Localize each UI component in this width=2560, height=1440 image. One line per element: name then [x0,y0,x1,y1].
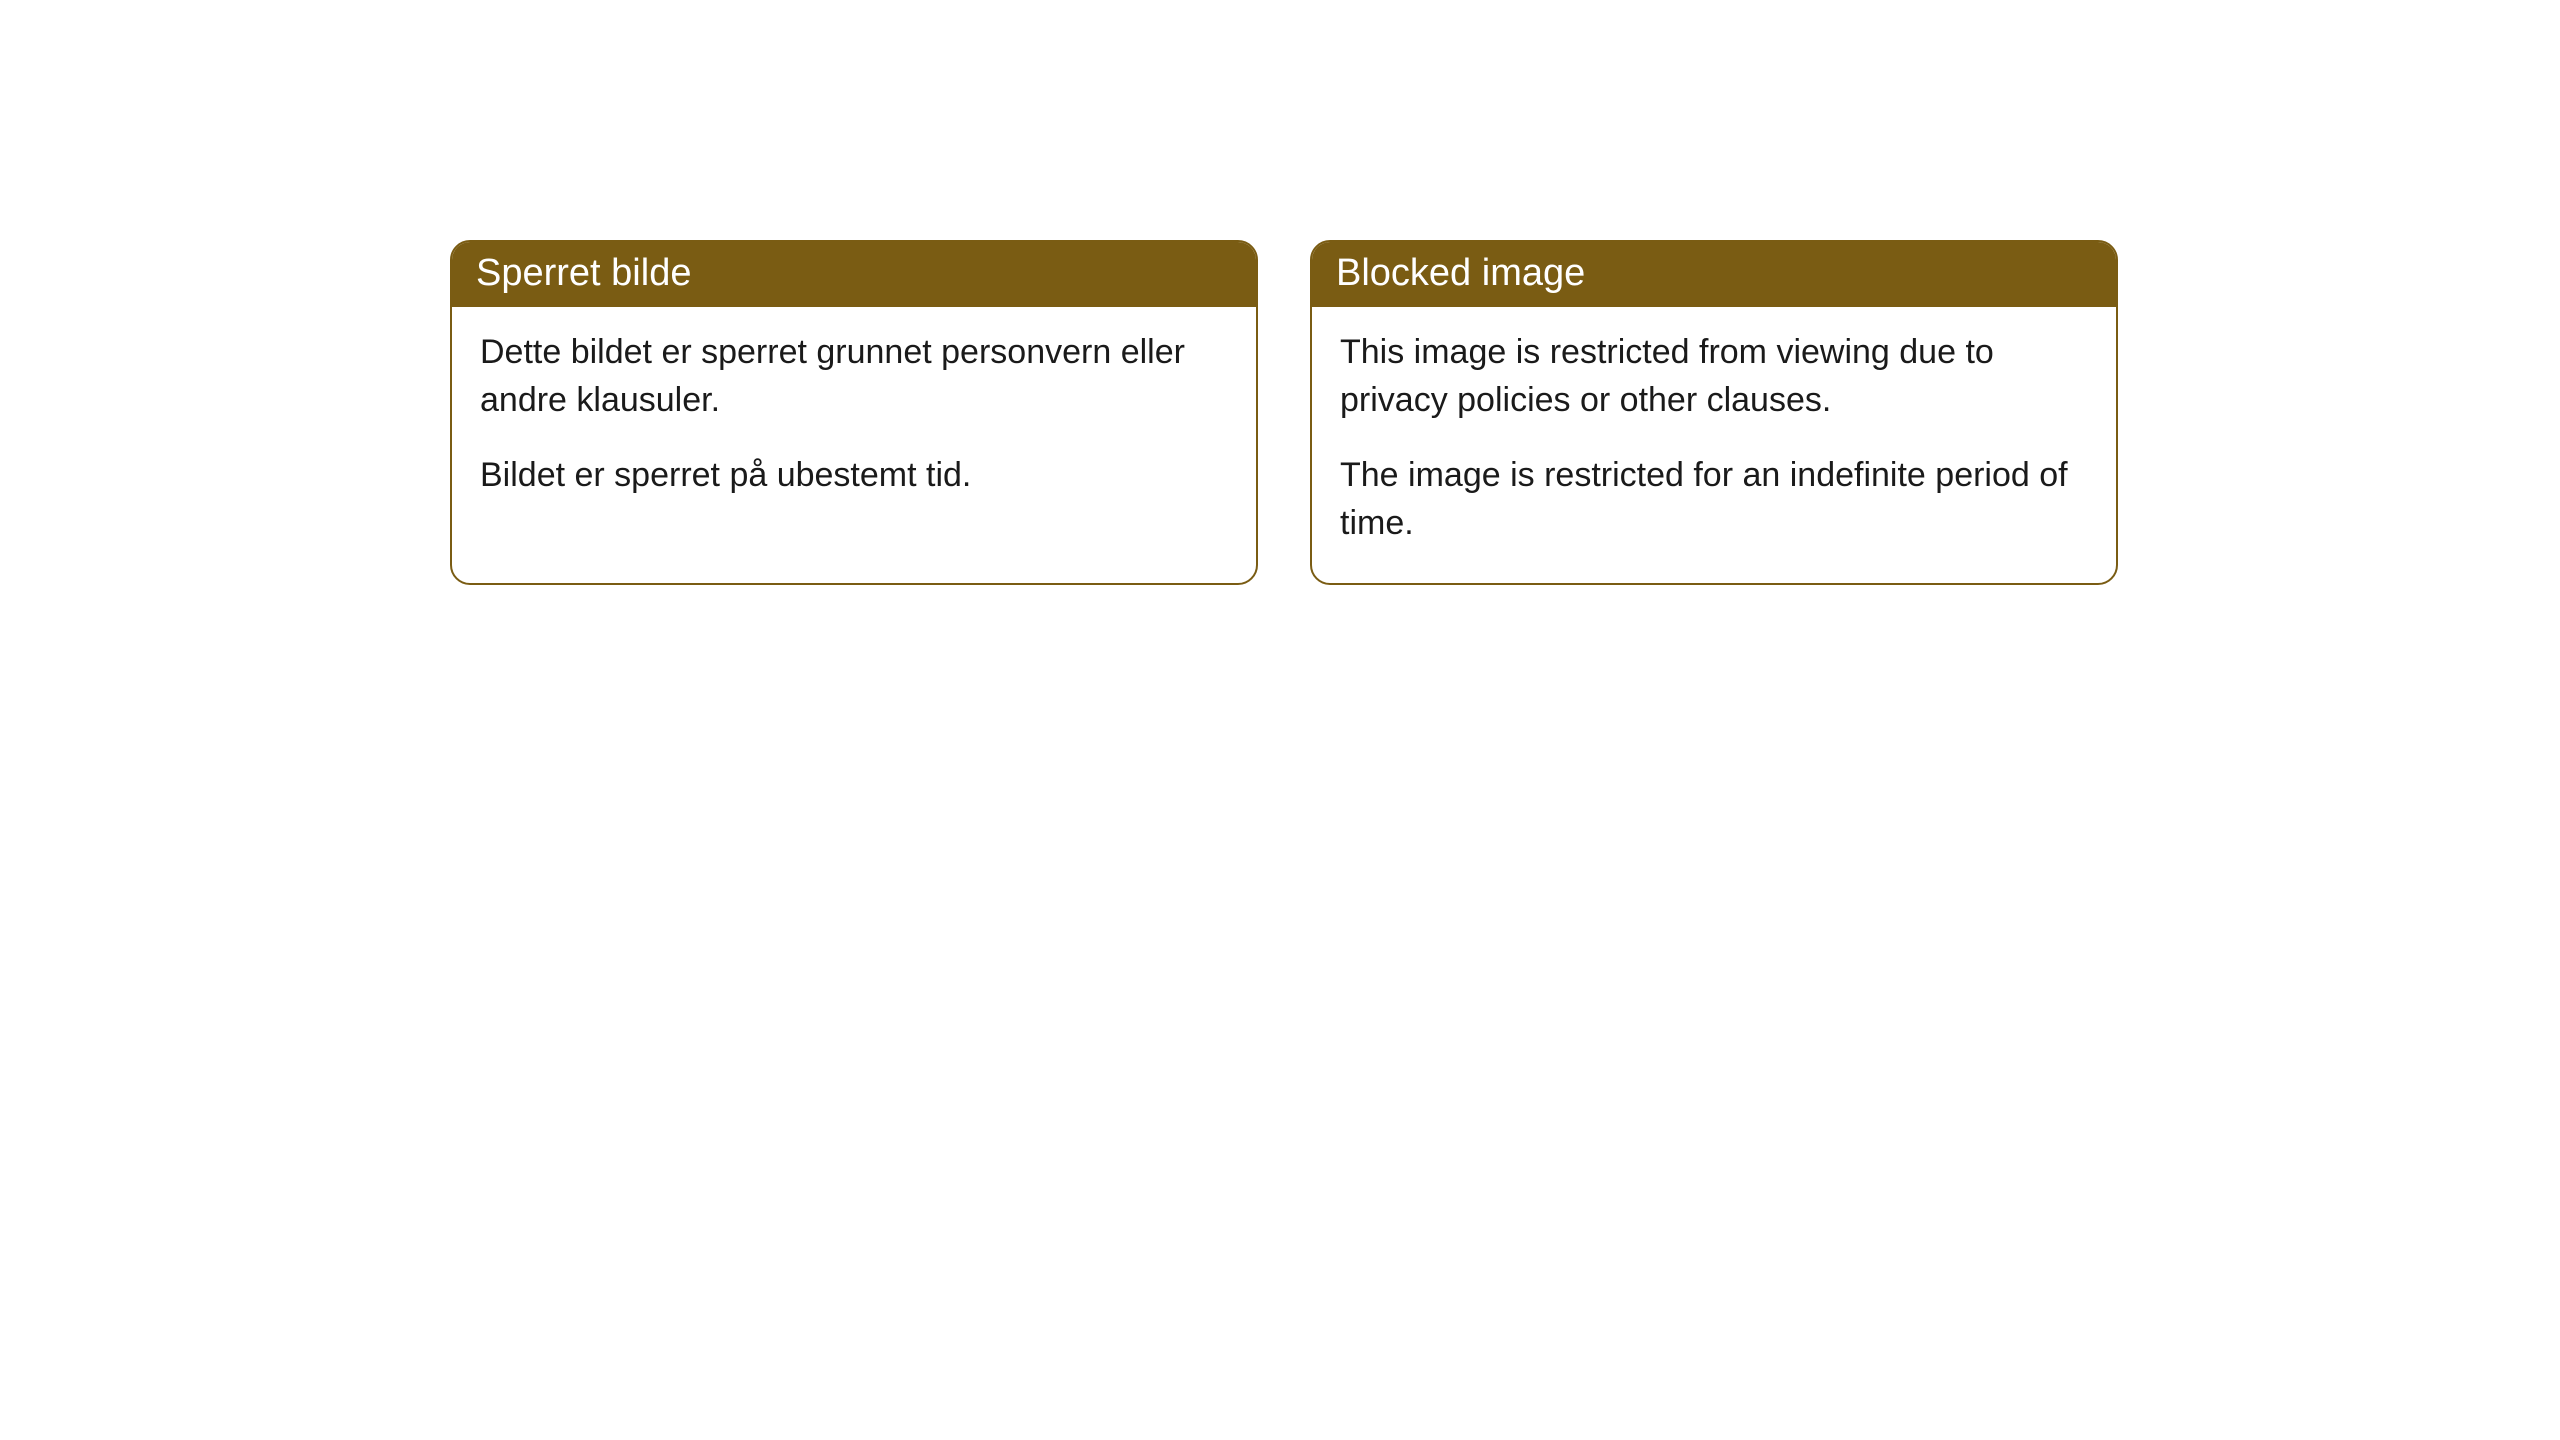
notice-text-line: The image is restricted for an indefinit… [1340,452,2088,547]
notice-body: This image is restricted from viewing du… [1312,307,2116,583]
notice-body: Dette bildet er sperret grunnet personve… [452,307,1256,536]
notice-card-norwegian: Sperret bilde Dette bildet er sperret gr… [450,240,1258,585]
notice-header: Blocked image [1312,242,2116,307]
notice-header: Sperret bilde [452,242,1256,307]
notice-container: Sperret bilde Dette bildet er sperret gr… [0,0,2560,585]
notice-card-english: Blocked image This image is restricted f… [1310,240,2118,585]
notice-text-line: Bildet er sperret på ubestemt tid. [480,452,1228,500]
notice-text-line: Dette bildet er sperret grunnet personve… [480,329,1228,424]
notice-text-line: This image is restricted from viewing du… [1340,329,2088,424]
